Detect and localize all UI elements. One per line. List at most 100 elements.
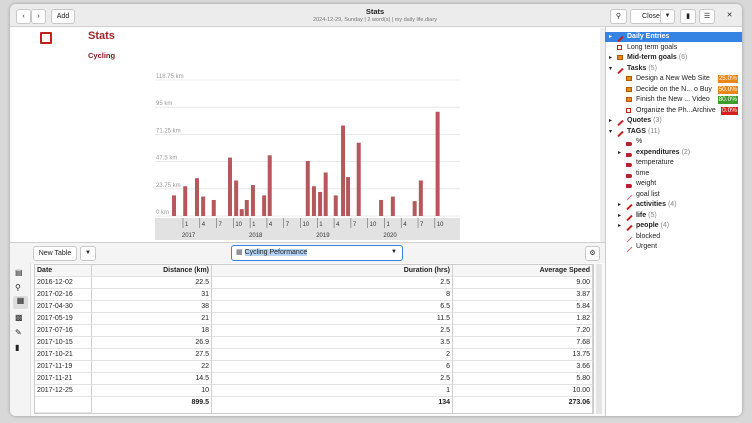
table-cell[interactable]: 8: [212, 289, 453, 301]
table-cell[interactable]: 3.5: [212, 337, 453, 349]
column-header[interactable]: Average Speed: [453, 265, 593, 277]
tree-row[interactable]: Decide on the N... o Buy50.0%: [605, 85, 742, 95]
table-cell[interactable]: 11.5: [212, 313, 453, 325]
tree-row[interactable]: goal list: [605, 190, 742, 200]
icon-box: [626, 190, 634, 200]
chat-button[interactable]: ▮: [680, 9, 696, 24]
x-tick-label: 10: [437, 222, 444, 228]
tree-row[interactable]: ▸Quotes(3): [605, 116, 742, 126]
table-cell[interactable]: 3.66: [453, 361, 593, 373]
tree-row[interactable]: %: [605, 137, 742, 147]
table-cell[interactable]: 1: [212, 385, 453, 397]
expander[interactable]: ▸: [618, 200, 621, 210]
table-cell[interactable]: 7.20: [453, 325, 593, 337]
expander[interactable]: ▸: [609, 53, 612, 63]
window-close[interactable]: ✕: [722, 9, 737, 24]
table-cell[interactable]: 5.84: [453, 301, 593, 313]
table-cell[interactable]: 6.5: [212, 301, 453, 313]
book-icon[interactable]: ▮: [15, 343, 19, 352]
expander[interactable]: ▾: [609, 127, 612, 137]
chart-icon[interactable]: ▩: [15, 313, 23, 322]
table-cell[interactable]: 2017-11-19: [35, 361, 92, 373]
tree-row[interactable]: Design a New Web Site25.0%: [605, 74, 742, 84]
table-cell[interactable]: 18: [92, 325, 212, 337]
tree-label: temperature: [636, 158, 674, 168]
table-cell[interactable]: 2017-11-21: [35, 373, 92, 385]
tree-row[interactable]: Urgent: [605, 242, 742, 252]
tree-row[interactable]: weight: [605, 179, 742, 189]
close-menu[interactable]: ▼: [660, 9, 675, 24]
table-cell[interactable]: 10: [92, 385, 212, 397]
table-view-icon[interactable]: ▦: [13, 296, 28, 309]
table-cell[interactable]: 2017-02-16: [35, 289, 92, 301]
table-cell[interactable]: 9.00: [453, 277, 593, 289]
settings-button[interactable]: ⚙: [585, 246, 600, 261]
expander[interactable]: ▸: [618, 211, 621, 221]
new-table-button[interactable]: New Table: [33, 246, 77, 261]
column-header[interactable]: Date: [35, 265, 92, 277]
bar: [245, 200, 249, 216]
table-cell[interactable]: 3.87: [453, 289, 593, 301]
calendar-icon[interactable]: ▤: [15, 268, 23, 277]
icon-box: [617, 53, 625, 63]
progress-badge: 25.0%: [718, 75, 738, 83]
tree-row[interactable]: blocked: [605, 232, 742, 242]
bar: [268, 155, 272, 216]
expander[interactable]: ▸: [609, 32, 612, 42]
table-cell[interactable]: 2017-10-15: [35, 337, 92, 349]
table-cell[interactable]: 27.5: [92, 349, 212, 361]
table-cell[interactable]: 10.00: [453, 385, 593, 397]
table-cell[interactable]: 2016-12-02: [35, 277, 92, 289]
menu-button[interactable]: ☰: [699, 9, 715, 24]
table-cell[interactable]: 6: [212, 361, 453, 373]
year-label: 2020: [383, 233, 397, 239]
year-label: 2017: [182, 233, 196, 239]
search-button[interactable]: ⚲: [610, 9, 627, 24]
expander[interactable]: ▸: [609, 116, 612, 126]
table-cell[interactable]: 2017-05-19: [35, 313, 92, 325]
tools-icon[interactable]: ✎: [15, 328, 22, 337]
tree-row[interactable]: Organize the Ph...Archive0.0%: [605, 106, 742, 116]
expander[interactable]: ▸: [618, 221, 621, 231]
table-cell[interactable]: 2017-12-25: [35, 385, 92, 397]
table-cell[interactable]: 14.5: [92, 373, 212, 385]
table-cell[interactable]: 1.82: [453, 313, 593, 325]
expander[interactable]: ▸: [618, 148, 621, 158]
expander[interactable]: ▾: [609, 64, 612, 74]
table-cell[interactable]: 22.5: [92, 277, 212, 289]
tree-row[interactable]: ▸activities(4): [605, 200, 742, 210]
table-cell[interactable]: 22: [92, 361, 212, 373]
table-cell[interactable]: 26.9: [92, 337, 212, 349]
new-table-menu[interactable]: ▼: [80, 246, 96, 261]
tree-row[interactable]: ▾TAGS(11): [605, 127, 742, 137]
table-cell[interactable]: 2: [212, 349, 453, 361]
table-cell[interactable]: 31: [92, 289, 212, 301]
tree-row[interactable]: ▸people(4): [605, 221, 742, 231]
column-header[interactable]: Duration (hrs): [212, 265, 453, 277]
tree-row[interactable]: ▸expenditures(2): [605, 148, 742, 158]
tree-icon: [626, 174, 632, 178]
table-cell[interactable]: 2.5: [212, 277, 453, 289]
table-cell[interactable]: 2.5: [212, 373, 453, 385]
tree-row[interactable]: temperature: [605, 158, 742, 168]
table-cell[interactable]: 2017-04-30: [35, 301, 92, 313]
tree-row[interactable]: Long term goals: [605, 43, 742, 53]
table-cell[interactable]: 38: [92, 301, 212, 313]
table-cell[interactable]: 2.5: [212, 325, 453, 337]
tree-row[interactable]: ▸Daily Entries: [605, 32, 742, 42]
tree-row[interactable]: time: [605, 169, 742, 179]
search-icon[interactable]: ⚲: [15, 283, 21, 292]
tree-row[interactable]: ▸life(5): [605, 211, 742, 221]
column-header[interactable]: Distance (km): [92, 265, 212, 277]
table-cell[interactable]: 13.75: [453, 349, 593, 361]
table-cell[interactable]: 21: [92, 313, 212, 325]
tree-row[interactable]: Finish the New ... Video80.0%: [605, 95, 742, 105]
tree-row[interactable]: ▾Tasks(5): [605, 64, 742, 74]
table-cell[interactable]: 2017-10-21: [35, 349, 92, 361]
tree-row[interactable]: ▸Mid-term goals(6): [605, 53, 742, 63]
table-select[interactable]: ▦ Cycling Peformance▼: [231, 245, 403, 261]
table-cell[interactable]: 7.68: [453, 337, 593, 349]
table-cell[interactable]: 5.80: [453, 373, 593, 385]
dropdown-arrow: ▼: [391, 246, 397, 259]
table-cell[interactable]: 2017-07-16: [35, 325, 92, 337]
